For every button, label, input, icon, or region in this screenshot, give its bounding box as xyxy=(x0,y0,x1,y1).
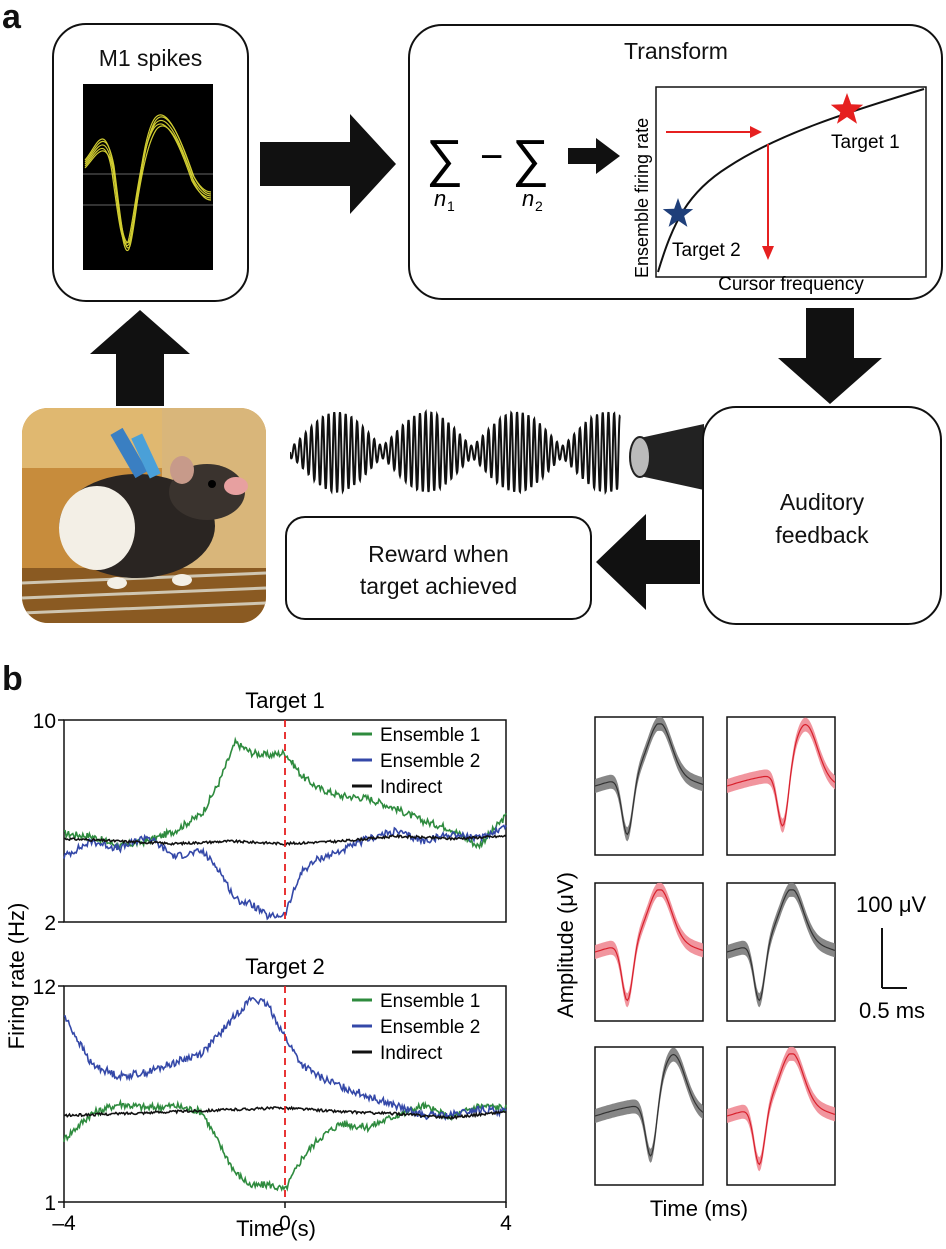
chart-title: Target 1 xyxy=(245,688,325,713)
reward-line-2: target achieved xyxy=(359,573,518,599)
y-tick-label: 1 xyxy=(44,1192,56,1215)
waveform-mean xyxy=(726,889,836,1002)
time-ms-xlabel: Time (ms) xyxy=(650,1196,748,1221)
waveform-mean xyxy=(594,889,704,1002)
y-tick-label: 12 xyxy=(33,976,56,999)
transform-graph-frame xyxy=(655,86,927,278)
n2-label: n xyxy=(522,186,534,211)
transform-curve xyxy=(657,88,925,273)
summation-equation: ∑ − ∑ n 1 n 2 xyxy=(426,130,549,214)
waveform-grid: Amplitude (μV) Time (ms) 100 μV 0.5 ms xyxy=(553,716,926,1221)
legend-label: Ensemble 1 xyxy=(380,991,480,1012)
arrow-left-icon xyxy=(596,514,700,610)
x-tick-label: –4 xyxy=(52,1212,76,1235)
x-tick-label: 4 xyxy=(500,1212,512,1235)
sound-wave xyxy=(290,409,621,495)
chart-title: Target 2 xyxy=(245,954,325,979)
reward-box: Reward when target achieved xyxy=(285,516,592,620)
reward-label: Reward when target achieved xyxy=(287,538,590,602)
panel-letter-b: b xyxy=(2,660,23,698)
panel-letter-a: a xyxy=(2,0,21,36)
target-1-label: Target 1 xyxy=(831,132,900,153)
waveform-mean xyxy=(594,1053,704,1157)
reward-line-1: Reward when xyxy=(368,541,509,567)
sum-symbol-1: ∑ xyxy=(426,130,463,188)
waveform-mean xyxy=(726,1053,836,1166)
transform-graph: Target 1 Target 2 Ensemble firing rate C… xyxy=(632,86,927,295)
transform-ylabel: Ensemble firing rate xyxy=(632,118,652,278)
n1-subscript: 1 xyxy=(447,198,455,214)
rat-photo xyxy=(22,408,266,623)
legend-label: Ensemble 1 xyxy=(380,725,480,746)
waveform-panel xyxy=(594,716,704,856)
waveform-band xyxy=(727,717,835,833)
target-2-chart: Target 2 12 1–4 0 4 Ensemble 1 Ensemble 2 Indir… xyxy=(33,954,513,1235)
firing-rate-ylabel: Firing rate (Hz) xyxy=(4,903,29,1050)
transform-title: Transform xyxy=(624,38,728,64)
arrow-up-icon xyxy=(90,310,190,406)
m1-spikes-title: M1 spikes xyxy=(98,45,203,71)
auditory-feedback-box: Auditory feedback xyxy=(702,406,942,625)
x-tick-label: 0 xyxy=(279,1212,291,1235)
series-line-ensemble-1 xyxy=(63,1098,507,1192)
waveform-panel xyxy=(594,882,704,1022)
sum-symbol-2: ∑ xyxy=(512,130,549,188)
auditory-feedback-label: Auditory feedback xyxy=(704,486,940,552)
n2-subscript: 2 xyxy=(535,198,543,214)
y-tick-label: 2 xyxy=(44,912,56,935)
transform-xlabel: Cursor frequency xyxy=(718,274,864,295)
small-arrow-right-icon xyxy=(568,138,620,174)
waveform-panel xyxy=(726,716,836,856)
y-tick-label: 10 xyxy=(33,710,56,733)
amplitude-ylabel: Amplitude (μV) xyxy=(553,872,578,1018)
n1-label: n xyxy=(434,186,446,211)
minus-symbol: − xyxy=(480,135,503,179)
red-arrow-right-icon xyxy=(750,126,762,138)
waveform-mean xyxy=(594,723,704,836)
target-2-star-icon xyxy=(662,198,694,227)
legend-label: Indirect xyxy=(380,777,443,798)
arrow-right-icon xyxy=(260,114,396,214)
waveform-mean xyxy=(726,723,836,827)
scalebar-y-label: 100 μV xyxy=(856,892,926,917)
auditory-feedback-line-2: feedback xyxy=(775,522,869,548)
auditory-feedback-line-1: Auditory xyxy=(779,489,865,515)
legend-label: Ensemble 2 xyxy=(380,751,480,772)
waveform-panel xyxy=(726,1046,836,1186)
spike-waveform-image xyxy=(83,84,213,270)
legend-label: Ensemble 2 xyxy=(380,1017,480,1038)
arrow-down-icon xyxy=(778,308,882,404)
legend-label: Indirect xyxy=(380,1043,443,1064)
target-2-label: Target 2 xyxy=(672,240,741,261)
target-1-chart: Target 1 10 2 Ensemble 1 Ensemble 2 Indirect xyxy=(33,688,507,935)
waveform-panel xyxy=(594,1046,704,1186)
time-s-xlabel: Time (s) xyxy=(236,1216,316,1241)
target-1-star-icon xyxy=(830,93,864,124)
red-arrow-down-icon xyxy=(762,246,774,260)
scalebar-x-label: 0.5 ms xyxy=(859,998,925,1023)
speaker-icon xyxy=(629,424,704,490)
waveform-band xyxy=(595,1047,703,1163)
waveform-panel xyxy=(726,882,836,1022)
